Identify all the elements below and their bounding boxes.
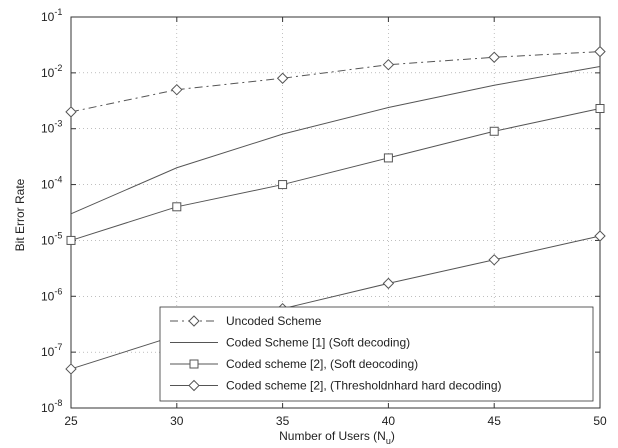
- y-tick-labels: 10-8 10-7 10-6 10-5 10-4 10-3 10-2 10-1: [41, 7, 62, 415]
- series-line: [70, 51, 601, 113]
- series-3: [66, 104, 605, 245]
- x-tick-label: 40: [382, 414, 396, 428]
- x-tick-label: 45: [488, 414, 502, 428]
- diamond-marker: [65, 363, 77, 375]
- y-tick-label: 10-8: [41, 398, 62, 415]
- diamond-marker: [488, 51, 500, 63]
- diamond-marker: [188, 315, 200, 327]
- y-tick-label: 10-2: [41, 63, 62, 80]
- x-tick-label: 35: [276, 414, 290, 428]
- diamond-marker: [488, 254, 500, 266]
- y-tick-label: 10-7: [41, 342, 62, 359]
- y-tick-label: 10-3: [41, 119, 62, 136]
- x-tick-label: 25: [64, 414, 78, 428]
- y-tick-label: 10-1: [41, 7, 62, 24]
- legend-label: Coded scheme [2], (Thresholdnhard hard d…: [226, 379, 502, 393]
- series-line: [70, 66, 601, 215]
- x-tick-labels: 25 30 35 40 45 50: [64, 414, 607, 428]
- legend-entry: Uncoded Scheme: [170, 314, 322, 328]
- tick-marks: [70, 16, 601, 409]
- series-2: [70, 66, 601, 215]
- plot-frame: [70, 16, 601, 409]
- x-axis-label: Number of Users (Nu): [279, 429, 395, 446]
- legend-label: Coded Scheme [1] (Soft decoding): [226, 336, 410, 350]
- diamond-marker: [276, 72, 289, 84]
- legend-box: [159, 306, 594, 402]
- x-tick-label: 50: [593, 414, 607, 428]
- square-marker: [66, 235, 76, 245]
- legend-label: Uncoded Scheme: [226, 314, 322, 328]
- y-tick-label: 10-4: [41, 175, 62, 192]
- series-line: [70, 235, 601, 370]
- diamond-marker: [382, 58, 395, 71]
- series-1: [65, 45, 606, 118]
- square-marker: [278, 180, 288, 190]
- y-tick-label: 10-6: [41, 286, 62, 303]
- square-marker: [595, 104, 605, 114]
- square-marker: [172, 202, 182, 212]
- diamond-marker: [382, 277, 395, 290]
- diamond-marker: [594, 230, 606, 242]
- legend-entry: Coded scheme [2], (Soft deocoding): [170, 357, 418, 371]
- square-marker: [189, 359, 199, 369]
- diamond-marker: [65, 106, 77, 118]
- legend: Uncoded Scheme Coded Scheme [1] (Soft dec…: [159, 306, 594, 402]
- legend-label: Coded scheme [2], (Soft deocoding): [226, 357, 418, 371]
- diamond-marker: [594, 45, 606, 58]
- y-tick-label: 10-5: [41, 230, 62, 247]
- x-tick-label: 30: [170, 414, 184, 428]
- series-layer: [65, 45, 606, 375]
- square-marker: [489, 126, 499, 136]
- y-axis-label: Bit Error Rate: [13, 178, 27, 251]
- square-marker: [383, 153, 393, 163]
- legend-entry: Coded Scheme [1] (Soft decoding): [170, 336, 410, 350]
- diamond-marker: [188, 379, 200, 392]
- legend-entry: Coded scheme [2], (Thresholdnhard hard d…: [170, 379, 502, 393]
- diamond-marker: [171, 83, 183, 96]
- series-line: [70, 108, 601, 241]
